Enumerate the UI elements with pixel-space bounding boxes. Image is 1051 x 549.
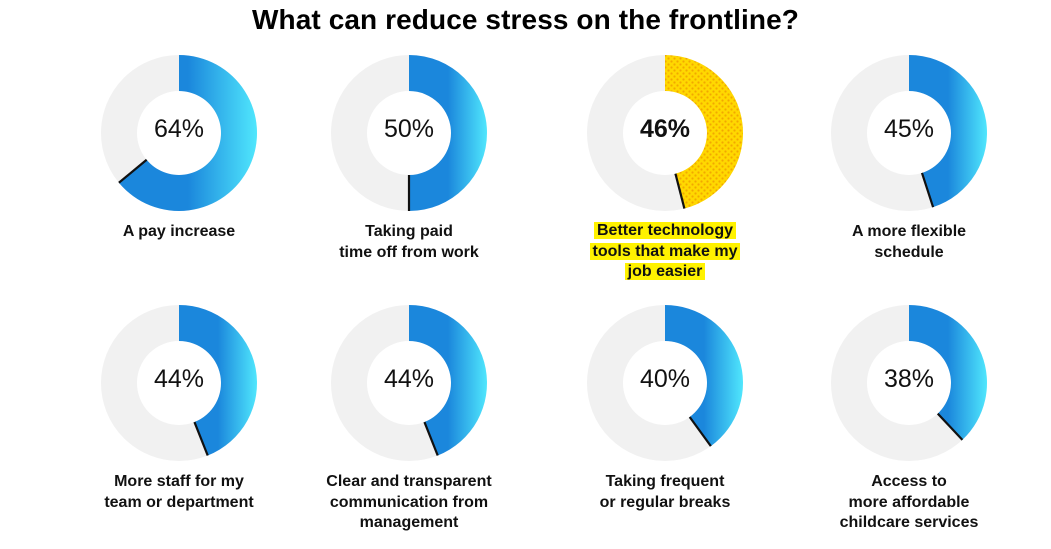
segment-end-divider (936, 412, 964, 441)
category-label: A more flexible schedule (851, 223, 967, 261)
value-label: 50% (383, 115, 435, 143)
value-label: 44% (153, 365, 205, 393)
donut-panel-more-staff: 44% More staff for my team or department (59, 304, 299, 549)
donut-segment (665, 305, 743, 447)
donut-panel-flexible-schedule: 45% A more flexible schedule (789, 54, 1029, 299)
donut-panel-regular-breaks: 40% Taking frequent or regular breaks (545, 304, 785, 549)
category-label: Taking frequent or regular breaks (599, 473, 731, 511)
donut-segment (118, 55, 257, 212)
segment-end-divider (688, 416, 712, 447)
donut-panel-better-technology: 46% Better technology tools that make my… (545, 54, 785, 299)
donut-segment (909, 55, 987, 208)
category-label: More staff for my team or department (104, 473, 254, 511)
donut-chart (331, 305, 488, 461)
donut-chart (587, 55, 743, 211)
donut-segment (909, 305, 987, 440)
donut-chart (101, 305, 258, 461)
segment-end-divider (920, 172, 935, 208)
value-label-highlighted: 46% (639, 115, 691, 143)
category-label: Taking paid time off from work (339, 223, 479, 261)
category-label: Access to more affordable childcare serv… (839, 473, 979, 531)
donut-chart (831, 305, 987, 461)
donut-panel-childcare: 38% Access to more affordable childcare … (789, 304, 1029, 549)
donut-panel-paid-time-off: 50% Taking paid time off from work (289, 54, 529, 299)
donut-panel-pay-increase: 64% A pay increase (59, 54, 299, 299)
donut-chart (331, 55, 487, 211)
donut-chart (587, 305, 743, 461)
donut-segment (409, 305, 488, 456)
donut-panel-communication: 44% Clear and transparent communication … (289, 304, 529, 549)
segment-end-divider (423, 421, 439, 456)
value-label: 40% (639, 365, 691, 393)
donut-segment-highlighted (665, 55, 743, 209)
category-label: A pay increase (122, 223, 236, 240)
category-label: Clear and transparent communication from… (326, 473, 492, 531)
value-label: 64% (153, 115, 205, 143)
donut-chart (831, 55, 987, 211)
segment-end-divider (674, 173, 686, 209)
value-label: 45% (883, 115, 935, 143)
donut-segment (179, 305, 258, 456)
value-label: 38% (883, 365, 935, 393)
chart-title: What can reduce stress on the frontline? (252, 4, 799, 35)
category-label-highlighted: Better technology tools that make my job… (545, 221, 785, 283)
donut-chart (101, 55, 257, 212)
value-label: 44% (383, 365, 435, 393)
segment-end-divider (118, 158, 148, 184)
segment-end-divider (193, 421, 209, 456)
donut-segment (409, 55, 487, 211)
highlighted-label-text: Better technology tools that make my job… (589, 222, 741, 280)
